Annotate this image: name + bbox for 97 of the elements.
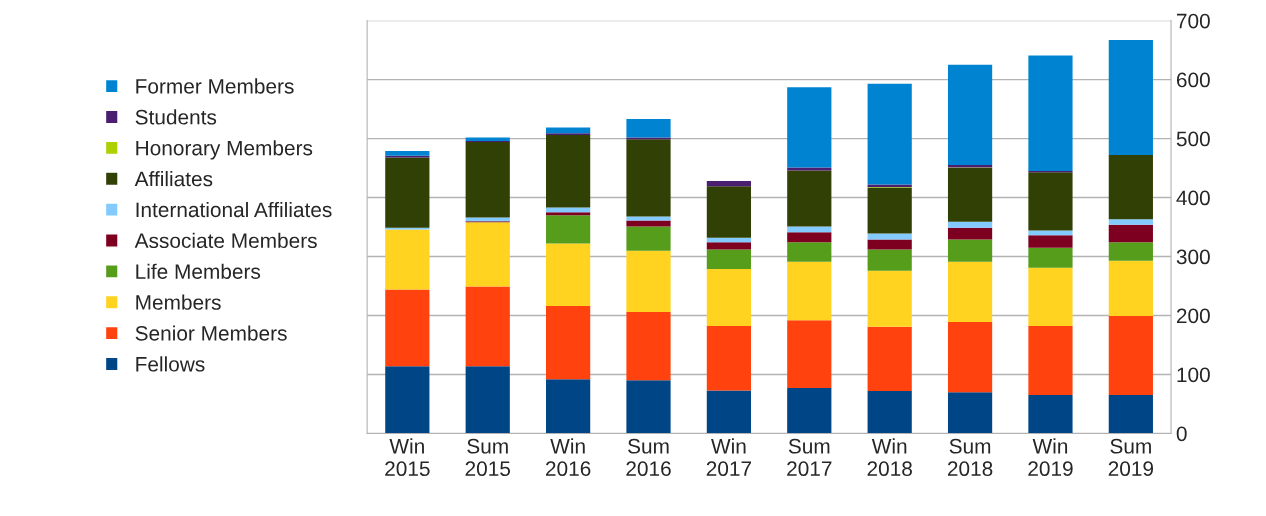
bar <box>787 232 832 243</box>
bar <box>947 392 993 434</box>
bar <box>706 181 752 187</box>
bar <box>787 242 832 262</box>
bar <box>867 270 912 327</box>
bar <box>626 380 671 434</box>
x-tick-label: Sum 2018 <box>947 438 993 477</box>
bar <box>787 167 832 171</box>
bar <box>626 311 671 381</box>
bar <box>867 83 912 185</box>
bar <box>1108 40 1153 156</box>
bar <box>867 326 912 391</box>
bar <box>706 268 752 327</box>
bar <box>1028 247 1073 268</box>
bar <box>626 226 671 251</box>
y-tick-label: 500 <box>1176 131 1210 147</box>
bar <box>385 150 430 156</box>
bar <box>947 221 993 228</box>
bar <box>867 390 912 434</box>
bar <box>465 366 510 434</box>
bar <box>1028 326 1073 396</box>
bar <box>947 321 993 393</box>
bar <box>546 379 591 434</box>
bar <box>947 239 993 262</box>
bar <box>867 239 912 250</box>
bar <box>787 226 832 233</box>
bar <box>787 87 832 168</box>
legend-label: Associate Members <box>134 232 317 249</box>
y-tick-label: 400 <box>1176 190 1210 206</box>
bar <box>1108 219 1153 225</box>
bar <box>546 243 591 307</box>
x-tick-label: Win 2016 <box>546 438 591 477</box>
bar <box>947 227 993 240</box>
bar <box>626 216 671 221</box>
bar <box>1108 316 1153 396</box>
y-tick-label: 0 <box>1176 426 1187 442</box>
bar <box>706 390 752 434</box>
legend-label: Members <box>136 294 221 310</box>
bar <box>947 168 993 222</box>
bar <box>947 64 993 166</box>
x-tick-label: Sum 2019 <box>1108 438 1154 477</box>
bar <box>787 388 832 434</box>
bar <box>1028 267 1073 327</box>
legend-label: Life Members <box>136 263 261 279</box>
legend-label: International Affiliates <box>136 201 332 218</box>
bar <box>385 229 430 290</box>
x-tick-label: Sum 2015 <box>465 438 511 477</box>
bar <box>385 289 430 367</box>
bar <box>385 366 430 434</box>
bar <box>546 212 591 216</box>
bar <box>867 249 912 271</box>
legend-label: Former Members <box>136 78 294 94</box>
legend-label: Affiliates <box>134 171 213 187</box>
x-tick-label: Sum 2017 <box>787 438 832 477</box>
bar <box>1028 172 1073 231</box>
bar <box>1108 395 1153 434</box>
bar <box>1028 55 1073 172</box>
bar <box>546 135 591 208</box>
y-tick-label: 100 <box>1177 367 1210 383</box>
bar <box>787 261 832 321</box>
x-tick-label: Win 2018 <box>867 438 912 477</box>
x-tick-label: Win 2019 <box>1028 438 1073 477</box>
y-tick-label: 200 <box>1176 308 1210 324</box>
x-tick-label: Sum 2016 <box>626 438 671 477</box>
bar <box>546 127 591 134</box>
bar <box>1108 155 1153 220</box>
bar <box>546 215 591 244</box>
x-tick-label: Win 2017 <box>706 438 752 477</box>
bar <box>947 261 993 322</box>
bar <box>706 249 752 269</box>
bar <box>1108 242 1153 261</box>
bar <box>626 139 671 217</box>
bar <box>465 142 510 218</box>
legend-label: Senior Members <box>135 325 287 341</box>
bar <box>465 286 510 367</box>
y-tick-label: 600 <box>1176 72 1210 88</box>
bar <box>626 250 671 312</box>
bar <box>1028 235 1073 248</box>
legend-label: Fellows <box>136 356 205 372</box>
x-tick-label: Win 2015 <box>385 438 430 477</box>
bar <box>465 222 510 287</box>
bar <box>706 186 752 238</box>
bar <box>706 242 752 250</box>
legend-label: Honorary Members <box>136 140 313 160</box>
bar <box>787 320 832 389</box>
bar <box>546 306 591 380</box>
legend-label: Students <box>135 109 217 125</box>
y-tick-label: 300 <box>1176 249 1210 265</box>
bar <box>867 187 912 234</box>
bar <box>1028 395 1073 434</box>
y-tick-label: 700 <box>1176 13 1210 29</box>
bar <box>626 119 671 138</box>
bar <box>385 157 430 228</box>
bar <box>1108 260 1153 317</box>
bar <box>787 170 832 227</box>
bar <box>1108 224 1153 243</box>
bar <box>706 326 752 391</box>
